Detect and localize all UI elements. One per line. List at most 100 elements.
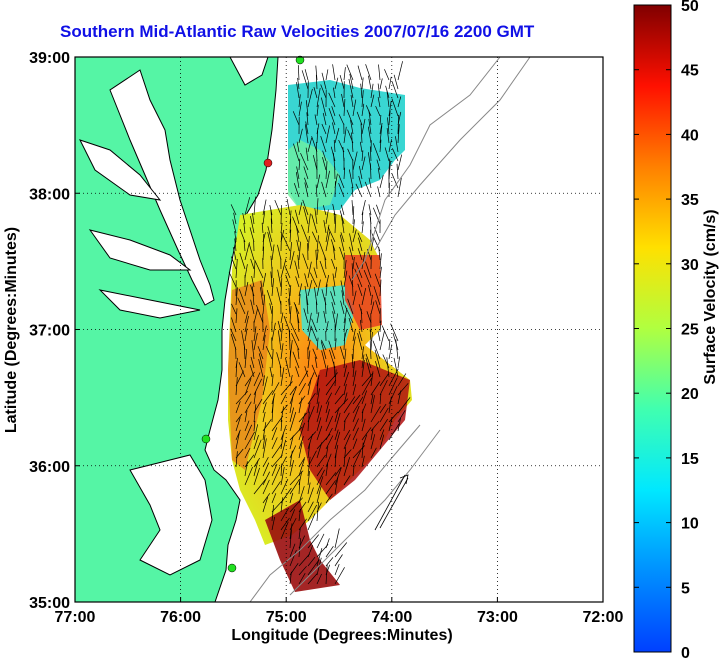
velocity-arrow — [325, 546, 334, 558]
velocity-arrow — [311, 364, 318, 378]
velocity-arrow — [369, 329, 372, 342]
velocity-arrow — [332, 311, 336, 324]
colorbar-tick-label: 50 — [681, 0, 699, 15]
velocity-arrow — [346, 109, 354, 126]
velocity-arrow — [334, 444, 339, 459]
velocity-arrow — [325, 493, 333, 504]
velocity-arrow — [307, 433, 313, 450]
velocity-arrow — [376, 204, 381, 216]
velocity-arrow — [351, 353, 354, 369]
velocity-arrow — [361, 118, 366, 135]
velocity-arrow — [372, 207, 381, 225]
velocity-arrow — [307, 402, 311, 414]
velocity-arrow — [339, 246, 345, 261]
velocity-arrow — [343, 67, 346, 81]
velocity-arrow — [230, 256, 237, 270]
velocity-arrow — [316, 533, 325, 549]
velocity-arrow — [235, 431, 240, 450]
velocity-arrow — [254, 259, 264, 279]
velocity-arrow — [298, 481, 301, 495]
velocity-arrow — [250, 299, 255, 315]
velocity-arrow — [282, 235, 291, 252]
velocity-arrow — [325, 284, 328, 297]
velocity-arrow — [307, 88, 313, 108]
velocity-arrow — [322, 157, 327, 171]
velocity-arrow — [238, 362, 246, 378]
velocity-arrow — [262, 210, 266, 225]
x-tick-label: 73:00 — [477, 609, 518, 626]
velocity-arrow — [306, 112, 309, 126]
velocity-arrow — [315, 249, 318, 270]
velocity-arrow — [388, 100, 392, 117]
isobath-contour — [351, 57, 501, 281]
velocity-arrow — [289, 529, 292, 549]
velocity-arrow — [343, 434, 351, 450]
velocity-arrow — [361, 418, 366, 432]
velocity-arrow — [339, 346, 345, 360]
velocity-arrow — [277, 269, 282, 288]
velocity-arrow — [320, 135, 327, 153]
velocity-arrow — [373, 286, 381, 306]
velocity-arrow — [307, 261, 312, 279]
velocity-arrow — [294, 304, 300, 324]
velocity-arrow — [361, 252, 366, 270]
velocity-arrow — [231, 303, 237, 315]
velocity-arrow — [298, 422, 305, 441]
velocity-arrow — [232, 219, 237, 234]
velocity-arrow — [333, 212, 336, 225]
velocity-arrow — [370, 94, 375, 108]
velocity-arrow — [328, 340, 336, 360]
velocity-arrow — [250, 258, 255, 270]
velocity-arrow — [316, 442, 323, 459]
velocity-arrow — [360, 308, 363, 324]
velocity-arrow — [334, 542, 348, 558]
velocity-arrow — [397, 397, 411, 414]
velocity-arrow — [321, 72, 327, 90]
velocity-arrow — [289, 478, 300, 495]
velocity-arrow — [334, 554, 343, 567]
velocity-arrow — [352, 427, 359, 441]
velocity-arrow — [244, 264, 248, 279]
velocity-arrow — [280, 343, 284, 360]
velocity-arrow — [334, 266, 338, 279]
velocity-arrow — [370, 434, 376, 450]
velocity-arrow — [330, 291, 336, 306]
velocity-arrow — [271, 244, 275, 261]
velocity-arrow — [334, 528, 340, 549]
velocity-arrow — [325, 274, 330, 288]
velocity-arrow — [253, 378, 263, 396]
velocity-arrow — [262, 325, 267, 342]
velocity-arrow — [307, 482, 311, 495]
velocity-arrow — [379, 122, 383, 135]
velocity-arrow — [307, 393, 316, 405]
velocity-arrow — [312, 348, 318, 360]
velocity-arrow — [331, 302, 336, 315]
velocity-arrow — [228, 271, 237, 288]
velocity-arrow — [307, 442, 311, 459]
velocity-arrow — [370, 447, 377, 459]
velocity-arrow — [250, 216, 255, 234]
velocity-arrow — [325, 69, 329, 81]
velocity-field-north-edge — [288, 140, 340, 210]
velocity-arrow — [379, 393, 382, 405]
velocity-arrow — [352, 257, 355, 270]
velocity-arrow — [298, 128, 303, 144]
velocity-arrow — [316, 174, 321, 189]
velocity-arrow — [352, 405, 360, 423]
velocity-arrow — [397, 124, 400, 144]
velocity-arrow — [365, 357, 372, 378]
velocity-arrow — [296, 141, 300, 153]
y-tick-label: 39:00 — [29, 50, 70, 67]
velocity-arrow — [387, 117, 390, 135]
velocity-arrow — [316, 501, 319, 522]
velocity-arrow — [377, 331, 381, 342]
velocity-arrow — [361, 372, 374, 387]
velocity-arrow — [360, 123, 363, 144]
velocity-arrow — [325, 453, 332, 468]
velocity-arrow — [363, 269, 372, 288]
velocity-arrow — [361, 360, 365, 378]
velocity-arrow — [293, 182, 300, 198]
velocity-arrow — [334, 313, 338, 333]
velocity-arrow — [244, 315, 249, 333]
